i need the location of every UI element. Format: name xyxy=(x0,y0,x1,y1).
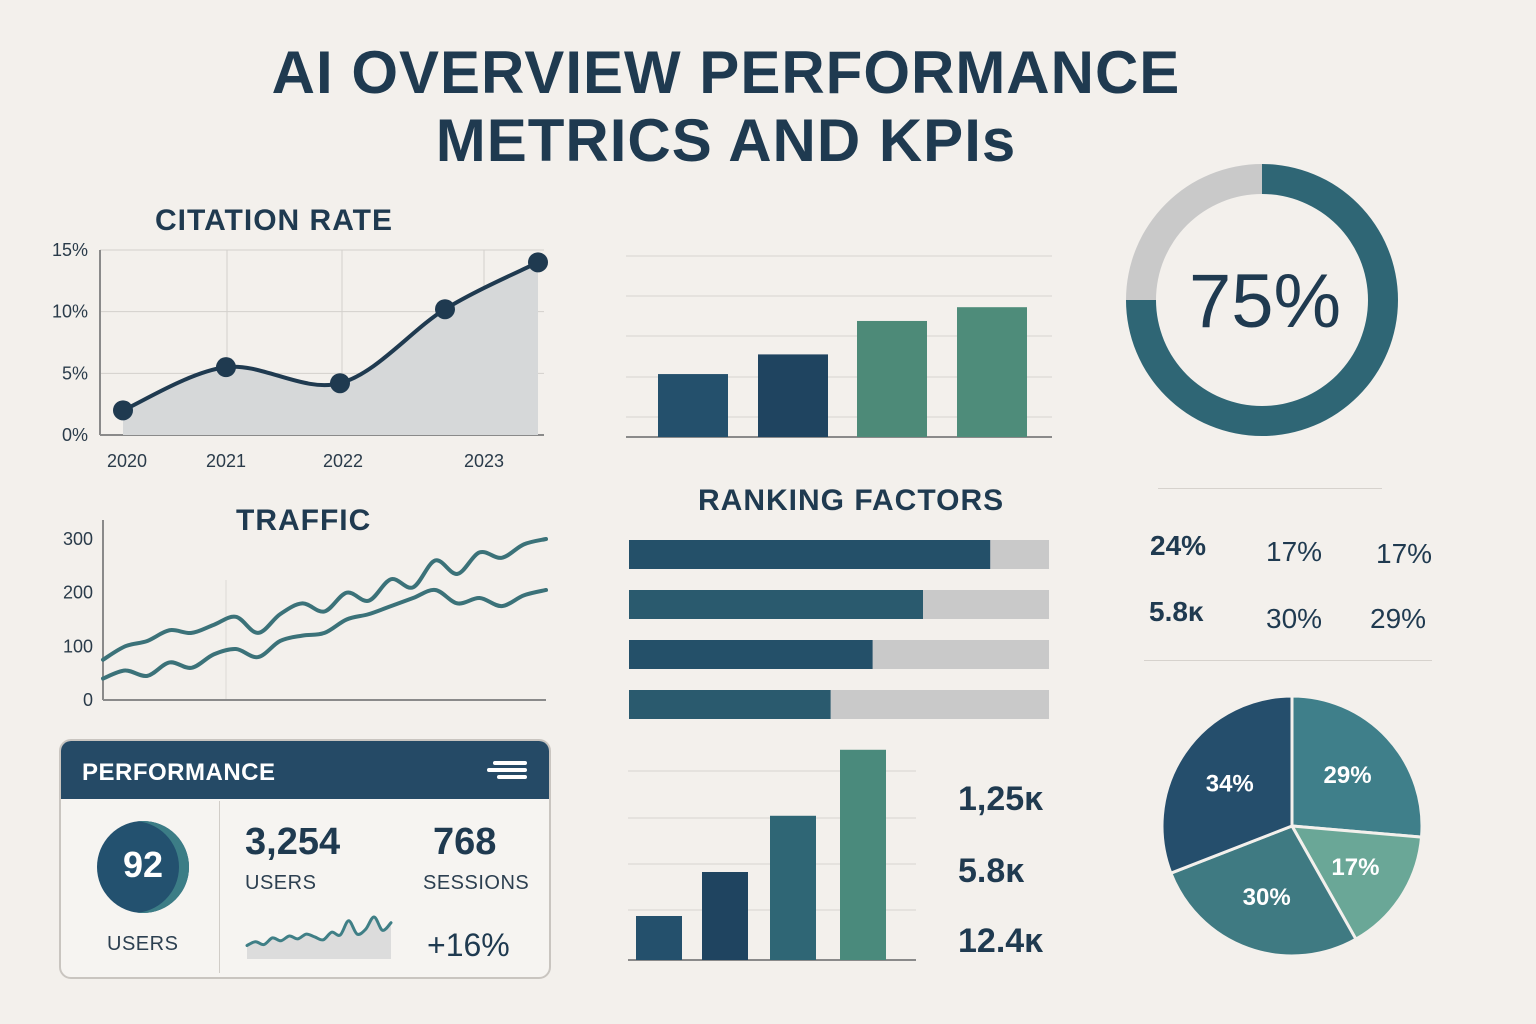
traffic-series-upper xyxy=(101,537,548,662)
kpi-r2c2: 30% xyxy=(1266,603,1323,634)
citation-ytick: 0% xyxy=(62,425,88,445)
citation-point xyxy=(216,357,236,378)
pie-slice xyxy=(1290,694,1424,839)
menu-icon[interactable] xyxy=(487,761,527,779)
topbars-bar xyxy=(658,374,728,437)
ranking-factors-title: RANKING FACTORS xyxy=(698,484,1005,517)
traffic-ytick: 300 xyxy=(63,529,93,549)
stat-1: 1,25ĸ xyxy=(958,780,1044,818)
score-label: USERS xyxy=(107,933,179,955)
users-sparkline xyxy=(245,915,393,959)
pie-slice xyxy=(1289,824,1424,942)
ranking-bar xyxy=(629,640,873,669)
pie-chart: 29% 17% 30% 34% xyxy=(1160,694,1424,958)
citation-xtick: 2023 xyxy=(464,451,504,471)
sparkline-line xyxy=(245,915,393,947)
pie-label: 34% xyxy=(1206,770,1254,797)
kpi-r1c2: 17% xyxy=(1266,536,1323,567)
kpi-r2c3: 29% xyxy=(1370,603,1427,634)
pie-label: 17% xyxy=(1331,854,1379,881)
traffic-series-lower xyxy=(101,587,548,681)
users-value: 3,254 xyxy=(245,821,341,863)
performance-card-header: PERFORMANCE xyxy=(61,741,549,799)
score-circle xyxy=(97,821,189,913)
topbars-bar xyxy=(857,320,927,437)
citation-xtick: 2021 xyxy=(206,451,246,471)
citation-ytick: 10% xyxy=(52,302,88,322)
pie-label: 29% xyxy=(1324,762,1372,789)
citation-point xyxy=(528,252,548,273)
kpi-r1c3: 17% xyxy=(1376,538,1433,569)
citation-rate-title: CITATION RATE xyxy=(155,204,393,237)
sessions-label: SESSIONS xyxy=(423,872,530,894)
citation-point xyxy=(330,373,350,394)
pie-slice xyxy=(1168,824,1358,958)
ranking-bar xyxy=(629,540,991,569)
kpi-r1c1: 24% xyxy=(1150,530,1207,561)
bottombars-bar xyxy=(770,815,816,960)
bottombars-bar xyxy=(636,916,682,960)
users-label: USERS xyxy=(245,872,317,894)
bottombars-bar xyxy=(702,872,748,960)
pie-slice xyxy=(1160,694,1294,876)
topbars-bar xyxy=(957,307,1027,437)
traffic-ytick: 200 xyxy=(63,583,93,603)
citation-xtick: 2020 xyxy=(107,451,147,471)
kpi-divider-top xyxy=(1158,488,1382,489)
bottombars-bar xyxy=(840,749,886,960)
citation-rate-chart: 0% 5% 10% 15% 2020 2021 2022 2023 xyxy=(52,240,548,471)
score-value: 92 xyxy=(122,844,164,885)
citation-ytick: 15% xyxy=(52,240,88,260)
sparkline-area xyxy=(247,916,391,959)
pie-label: 30% xyxy=(1243,884,1291,911)
citation-point xyxy=(435,299,455,320)
delta-value: +16% xyxy=(427,927,510,963)
donut-segment xyxy=(1126,164,1262,300)
top-bar-chart xyxy=(626,255,1052,438)
traffic-ytick: 0 xyxy=(83,690,93,710)
page-title-line-1: AI OVERVIEW PERFORMANCE xyxy=(271,39,1181,106)
traffic-ytick: 100 xyxy=(63,636,93,656)
card-divider xyxy=(219,801,220,973)
citation-ytick: 5% xyxy=(62,363,88,383)
traffic-chart: 0 100 200 300 xyxy=(63,520,548,710)
ranking-bar xyxy=(629,690,831,719)
ranking-factors-chart xyxy=(629,540,1049,719)
donut-chart xyxy=(1126,164,1398,436)
stat-3: 12.4ĸ xyxy=(958,922,1044,960)
traffic-title: TRAFFIC xyxy=(236,504,372,537)
ranking-bar xyxy=(629,590,923,619)
citation-area xyxy=(123,262,538,435)
sessions-value: 768 xyxy=(433,821,497,863)
performance-card: PERFORMANCE 92 USERS 3,254 USERS 768 SES… xyxy=(59,739,551,979)
citation-xtick: 2022 xyxy=(323,451,363,471)
stat-2: 5.8ĸ xyxy=(958,852,1025,890)
topbars-bar xyxy=(758,354,828,437)
kpi-divider-bottom xyxy=(1144,660,1432,661)
kpi-r2c1: 5.8ĸ xyxy=(1149,596,1204,627)
page-title-line-2: METRICS AND KPIs xyxy=(435,107,1017,174)
citation-point xyxy=(113,400,133,421)
bottom-bar-chart xyxy=(628,749,916,961)
performance-card-title: PERFORMANCE xyxy=(82,759,276,786)
donut-center-label: 75% xyxy=(1188,259,1342,344)
